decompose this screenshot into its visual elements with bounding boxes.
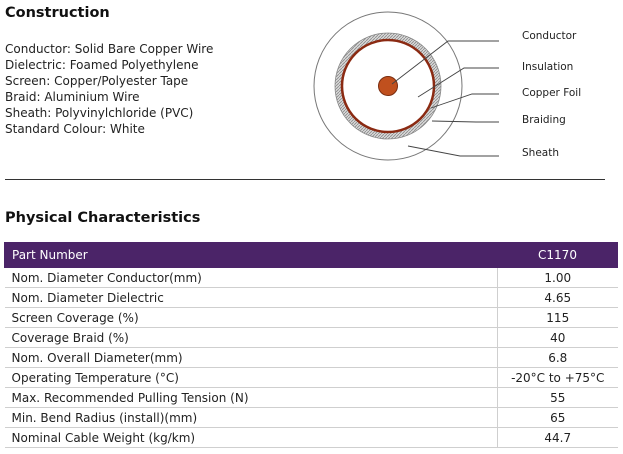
row-param: Screen Coverage (%) (4, 307, 498, 328)
row-param: Nominal Cable Weight (kg/km) (4, 427, 498, 448)
row-param: Min. Bend Radius (install)(mm) (4, 407, 498, 428)
row-value: 55 (497, 387, 618, 408)
row-param: Coverage Braid (%) (4, 327, 498, 348)
row-value: 1.00 (497, 267, 618, 288)
leader-conductor (391, 40, 499, 85)
table-row: Nom. Diameter Conductor(mm) 1.00 (4, 267, 618, 288)
table-row: Nominal Cable Weight (kg/km) 44.7 (4, 427, 618, 448)
cable-cross-section-diagram: Conductor Insulation Copper Foil Braidin… (313, 11, 581, 161)
row-param: Nom. Diameter Conductor(mm) (4, 267, 498, 288)
spec-standard-colour: Standard Colour: White (5, 122, 145, 136)
table-header-row: Part Number C1170 (4, 242, 618, 268)
label-braiding: Braiding (522, 114, 566, 126)
row-value: 40 (497, 327, 618, 348)
header-part-code: C1170 (497, 242, 618, 268)
label-conductor: Conductor (522, 30, 577, 42)
spec-braid: Braid: Aluminium Wire (5, 90, 140, 104)
header-part-number: Part Number (4, 242, 498, 268)
row-param: Max. Recommended Pulling Tension (N) (4, 387, 498, 408)
table-row: Nom. Overall Diameter(mm) 6.8 (4, 347, 618, 368)
row-value: 6.8 (497, 347, 618, 368)
row-value: 115 (497, 307, 618, 328)
label-insulation: Insulation (522, 61, 573, 73)
leader-insulation (417, 67, 499, 98)
leader-braiding (431, 120, 499, 123)
section-divider (5, 179, 605, 180)
table-row: Min. Bend Radius (install)(mm) 65 (4, 407, 618, 428)
spec-screen: Screen: Copper/Polyester Tape (5, 74, 189, 88)
leader-sheath (407, 145, 499, 157)
spec-sheath: Sheath: Polyvinylchloride (PVC) (5, 106, 194, 120)
table-row: Screen Coverage (%) 115 (4, 307, 618, 328)
conductor-core (378, 76, 398, 96)
label-sheath: Sheath (522, 147, 559, 159)
table-row: Max. Recommended Pulling Tension (N) 55 (4, 387, 618, 408)
leader-copper-foil (430, 93, 499, 109)
row-param: Operating Temperature (°C) (4, 367, 498, 388)
table-row: Coverage Braid (%) 40 (4, 327, 618, 348)
table-row: Nom. Diameter Dielectric 4.65 (4, 287, 618, 308)
physical-characteristics-title: Physical Characteristics (5, 210, 201, 226)
spec-dielectric: Dielectric: Foamed Polyethylene (5, 58, 199, 72)
row-value: -20°C to +75°C (497, 367, 618, 388)
construction-spec-list: Conductor: Solid Bare Copper Wire Dielec… (5, 41, 213, 137)
row-value: 4.65 (497, 287, 618, 308)
label-copper-foil: Copper Foil (522, 87, 581, 99)
row-value: 44.7 (497, 427, 618, 448)
spec-conductor: Conductor: Solid Bare Copper Wire (5, 42, 214, 56)
row-param: Nom. Overall Diameter(mm) (4, 347, 498, 368)
row-param: Nom. Diameter Dielectric (4, 287, 498, 308)
physical-characteristics-table: Part Number C1170 Nom. Diameter Conducto… (4, 242, 618, 448)
construction-title: Construction (5, 5, 110, 21)
row-value: 65 (497, 407, 618, 428)
table-row: Operating Temperature (°C) -20°C to +75°… (4, 367, 618, 388)
